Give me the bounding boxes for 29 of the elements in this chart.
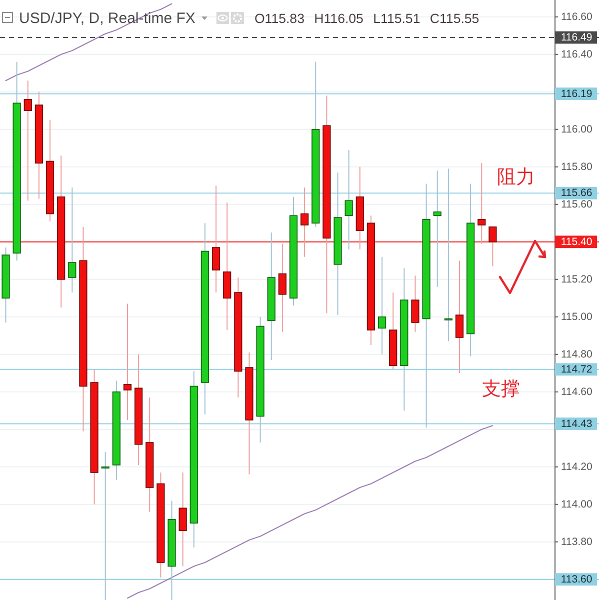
y-tick-label: 116.00: [561, 123, 592, 136]
ref-line-label: 113.60: [560, 573, 592, 586]
y-tick-label: 116.60: [561, 10, 592, 23]
y-tick-label: 116.40: [561, 48, 592, 60]
ref-line-label: 114.72: [560, 363, 592, 376]
ref-line-label: 115.66: [554, 186, 599, 200]
ref-line-label: 115.66: [560, 187, 592, 200]
y-tick-label: 114.80: [561, 348, 592, 360]
y-tick-label: 114.60: [561, 386, 592, 398]
annotation: 支撑: [482, 378, 520, 400]
y-tick-label: 114.00: [561, 498, 592, 510]
ref-line-label: 114.43: [554, 418, 599, 430]
ref-line-label: 115.40: [560, 236, 592, 248]
ref-line-label: 113.60: [554, 573, 599, 586]
y-tick-label: 115.60: [561, 198, 592, 210]
y-tick-label: 115.00: [561, 310, 592, 323]
ref-line-label: 114.72: [554, 363, 599, 376]
text: O115.83 H116.05 L115.51 C115.55: [254, 10, 480, 26]
ref-line-label: 114.43: [560, 418, 592, 430]
y-tick-label: 114.20: [561, 460, 592, 473]
ref-line-label: 115.40: [554, 236, 599, 248]
y-tick-label: 115.20: [561, 273, 592, 286]
y-tick-label: 115.80: [561, 160, 592, 173]
ref-line-label: 116.49: [554, 31, 599, 44]
y-tick-label: 113.80: [561, 536, 592, 548]
ref-line-label: 116.49: [560, 32, 592, 44]
annotation: 阻力: [497, 166, 535, 188]
ref-line-label: 116.19: [554, 88, 599, 100]
ref-line-label: 116.19: [560, 88, 592, 100]
